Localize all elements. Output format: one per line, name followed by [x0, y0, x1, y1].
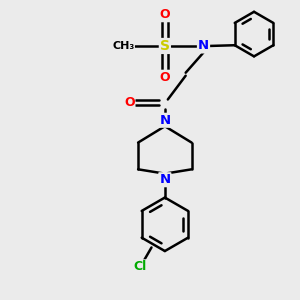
Text: O: O	[160, 71, 170, 84]
Text: Cl: Cl	[134, 260, 147, 273]
Text: N: N	[159, 173, 170, 186]
Text: O: O	[124, 96, 134, 109]
Text: N: N	[159, 114, 170, 127]
Text: O: O	[160, 8, 170, 21]
Text: S: S	[160, 39, 170, 53]
Text: N: N	[198, 40, 209, 52]
Text: CH₃: CH₃	[112, 41, 134, 51]
